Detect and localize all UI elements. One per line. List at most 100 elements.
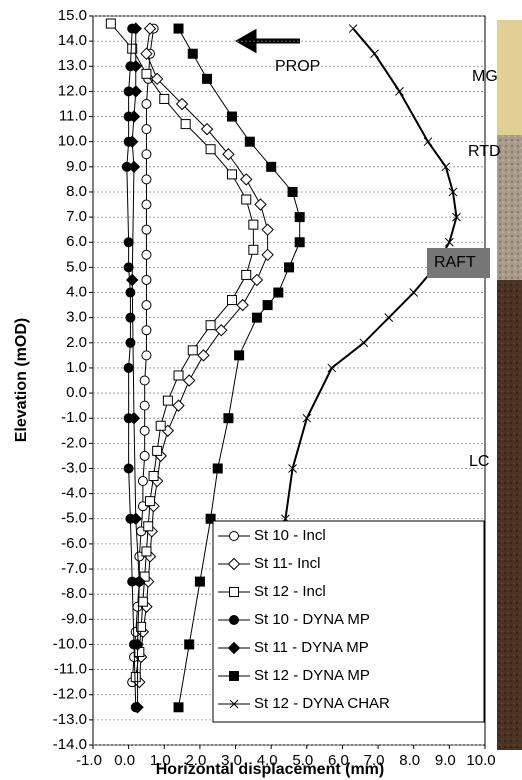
marker	[133, 575, 146, 588]
annotation: PROP	[275, 58, 320, 75]
y-tick-label: -9.0	[61, 610, 87, 627]
y-tick-label: 10.0	[58, 133, 87, 150]
marker	[236, 298, 249, 312]
y-tick-label: -7.0	[61, 560, 87, 577]
marker	[212, 463, 223, 474]
x-tick-label: 3.0	[221, 752, 242, 769]
marker	[302, 413, 312, 423]
marker	[395, 87, 404, 96]
marker	[155, 420, 166, 431]
marker	[348, 24, 358, 33]
marker	[205, 513, 216, 524]
marker	[141, 300, 152, 311]
marker	[180, 119, 191, 130]
marker	[141, 174, 152, 185]
marker	[125, 287, 136, 298]
marker	[229, 615, 239, 625]
marker	[162, 395, 173, 406]
marker	[226, 169, 237, 180]
marker	[125, 135, 139, 148]
y-axis-label: Elevation (mOD)	[13, 318, 30, 442]
marker	[127, 160, 141, 174]
marker	[141, 68, 152, 79]
marker	[125, 273, 139, 287]
annotation: RAFT	[434, 254, 476, 271]
marker	[141, 274, 152, 285]
marker	[139, 425, 150, 436]
marker	[105, 18, 116, 29]
marker	[251, 312, 262, 323]
x-tick-label: 9.0	[435, 752, 456, 769]
marker	[145, 496, 156, 507]
marker	[194, 576, 205, 587]
marker	[125, 337, 136, 348]
y-tick-label: -3.0	[61, 459, 87, 476]
marker	[241, 269, 252, 280]
marker	[175, 97, 189, 111]
x-tick-label: 5.0	[292, 752, 313, 769]
marker	[129, 85, 142, 98]
marker	[129, 60, 142, 73]
legend-label: St 10 - Incl	[254, 527, 326, 544]
marker	[441, 162, 451, 172]
marker	[294, 212, 305, 223]
y-tick-label: -2.0	[61, 434, 87, 451]
marker	[202, 73, 213, 84]
marker	[240, 173, 253, 186]
marker	[273, 287, 284, 298]
y-tick-label: -12.0	[53, 686, 87, 703]
marker	[215, 324, 228, 337]
soil-lc	[497, 280, 522, 750]
series-line	[277, 27, 458, 570]
x-tick-label: 0.0	[114, 752, 135, 769]
marker	[248, 219, 259, 230]
soil-rtd	[497, 135, 522, 280]
marker	[248, 244, 259, 255]
marker	[197, 349, 210, 362]
marker	[140, 47, 153, 60]
y-tick-label: -11.0	[54, 661, 87, 678]
marker	[409, 288, 419, 297]
x-tick-label: 7.0	[364, 752, 385, 769]
legend-label: St 12 - DYNA CHAR	[254, 695, 390, 712]
marker	[129, 512, 142, 525]
marker	[141, 325, 152, 336]
marker	[448, 187, 458, 197]
y-tick-label: -6.0	[61, 535, 87, 552]
soil-mg	[497, 20, 522, 135]
marker	[123, 237, 134, 248]
x-tick-label: 10.0	[466, 752, 495, 769]
marker	[294, 237, 305, 248]
x-tick-label: 4.0	[257, 752, 278, 769]
marker	[227, 557, 241, 571]
marker	[131, 638, 144, 651]
marker	[152, 445, 163, 456]
marker	[127, 411, 141, 425]
marker	[187, 345, 198, 356]
marker	[172, 399, 185, 412]
y-tick-label: 3.0	[66, 309, 87, 326]
x-tick-label: -1.0	[76, 752, 102, 769]
marker	[125, 312, 136, 323]
y-tick-label: 13.0	[58, 57, 87, 74]
marker	[141, 546, 152, 557]
x-tick-label: 8.0	[399, 752, 420, 769]
marker	[254, 198, 267, 211]
marker	[284, 262, 294, 273]
marker	[384, 313, 394, 323]
y-tick-label: -8.0	[61, 585, 87, 602]
y-tick-label: 12.0	[58, 82, 87, 99]
y-tick-label: 4.0	[66, 283, 87, 300]
y-tick-label: 6.0	[66, 233, 87, 250]
y-tick-label: -14.0	[53, 736, 87, 753]
marker	[370, 49, 379, 59]
marker	[123, 262, 134, 273]
y-tick-label: 14.0	[58, 32, 87, 49]
marker	[200, 122, 214, 136]
marker	[173, 370, 184, 381]
marker	[136, 621, 147, 632]
y-tick-label: 5.0	[66, 258, 87, 275]
marker	[129, 22, 142, 35]
marker	[205, 144, 216, 155]
